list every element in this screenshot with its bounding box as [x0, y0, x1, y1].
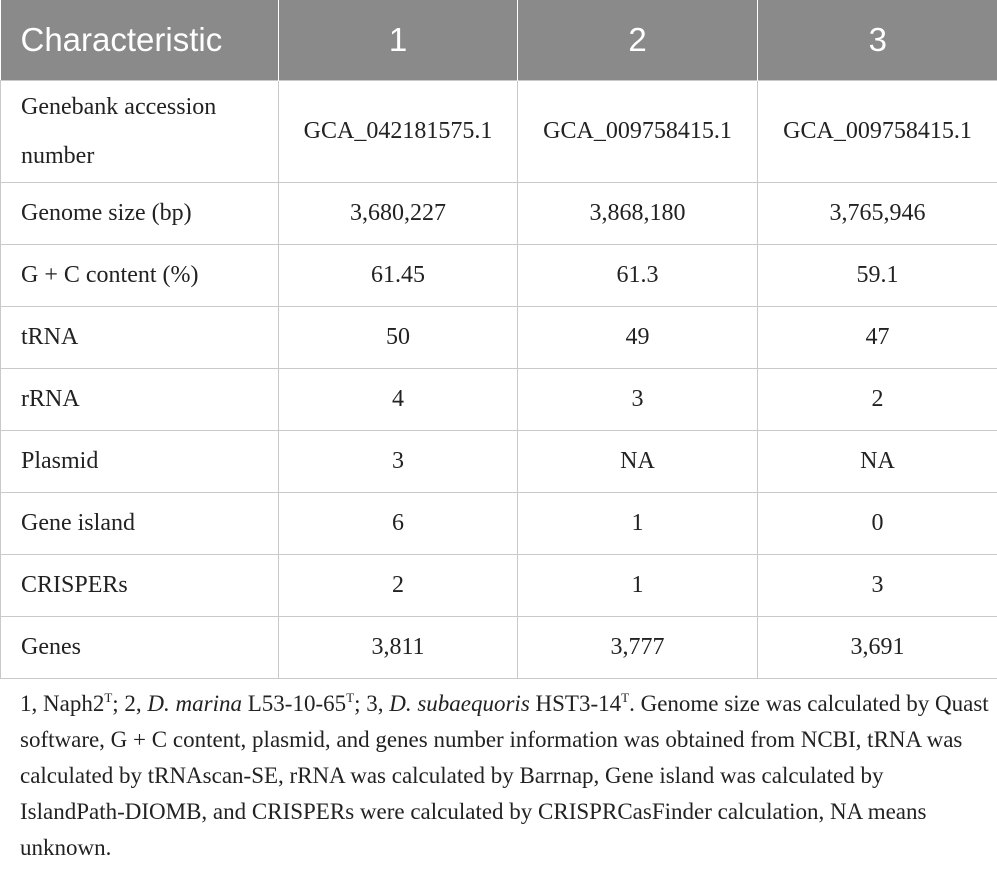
table-cell: 3,691 [757, 616, 997, 679]
table-cell: GCA_042181575.1 [278, 80, 518, 183]
row-label: Gene island [0, 492, 279, 555]
table-cell: 6 [278, 492, 518, 555]
table-cell: GCA_009758415.1 [517, 80, 758, 183]
footnote-superscript: T [104, 690, 113, 705]
table-cell: 2 [278, 554, 518, 617]
table-row: Gene island 6 1 0 [0, 492, 997, 555]
table-row: CRISPERs 2 1 3 [0, 554, 997, 617]
header-strain-2: 2 [517, 0, 758, 81]
table-row: Genome size (bp) 3,680,227 3,868,180 3,7… [0, 182, 997, 245]
table-cell: 61.3 [517, 244, 758, 307]
table-cell: 3,868,180 [517, 182, 758, 245]
footnote-superscript: T [621, 690, 630, 705]
table-row: G + C content (%) 61.45 61.3 59.1 [0, 244, 997, 307]
table-cell: NA [517, 430, 758, 493]
table-cell: 1 [517, 492, 758, 555]
row-label: Genes [0, 616, 279, 679]
table-cell: 3,777 [517, 616, 758, 679]
table-cell: 1 [517, 554, 758, 617]
footnote-superscript: T [346, 690, 355, 705]
table-cell: 49 [517, 306, 758, 369]
footnote-text: L53-10-65 [241, 691, 347, 716]
table-row: Genes 3,811 3,777 3,691 [0, 616, 997, 679]
table-cell: 4 [278, 368, 518, 431]
row-label: CRISPERs [0, 554, 279, 617]
footnote-text: ; 2, [112, 691, 148, 716]
table-cell: 3 [517, 368, 758, 431]
table-cell: 3 [278, 430, 518, 493]
table-row: Genebank accession number GCA_042181575.… [0, 80, 997, 183]
row-label: Genome size (bp) [0, 182, 279, 245]
table-cell: 50 [278, 306, 518, 369]
table-row: rRNA 4 3 2 [0, 368, 997, 431]
footnote-text: ; 3, [354, 691, 390, 716]
table-cell: NA [757, 430, 997, 493]
table-cell: 61.45 [278, 244, 518, 307]
table-cell: 3,811 [278, 616, 518, 679]
table-row: Plasmid 3 NA NA [0, 430, 997, 493]
table-cell: 3,680,227 [278, 182, 518, 245]
table-cell: 3 [757, 554, 997, 617]
row-label: rRNA [0, 368, 279, 431]
table-cell: 2 [757, 368, 997, 431]
row-label: tRNA [0, 306, 279, 369]
table-cell: 0 [757, 492, 997, 555]
table-cell: GCA_009758415.1 [757, 80, 997, 183]
footnote-species-name: D. marina [147, 691, 242, 716]
footnote-text: HST3-14 [529, 691, 622, 716]
table-cell: 47 [757, 306, 997, 369]
table-cell: 59.1 [757, 244, 997, 307]
table-header-row: Characteristic 1 2 3 [0, 0, 997, 81]
footnote-species-name: D. subaequoris [389, 691, 530, 716]
header-strain-1: 1 [278, 0, 518, 81]
genome-characteristics-table: Characteristic 1 2 3 Genebank accession … [0, 0, 997, 679]
footnote-text: . Genome size was calculated by Quast so… [20, 691, 989, 860]
header-strain-3: 3 [757, 0, 997, 81]
header-characteristic: Characteristic [0, 0, 279, 81]
table-row: tRNA 50 49 47 [0, 306, 997, 369]
table-cell: 3,765,946 [757, 182, 997, 245]
footnote-text: 1, Naph2 [20, 691, 105, 716]
row-label: Genebank accession number [0, 80, 279, 183]
table-footnote: 1, Naph2T; 2, D. marina L53-10-65T; 3, D… [20, 686, 990, 866]
row-label: Plasmid [0, 430, 279, 493]
row-label: G + C content (%) [0, 244, 279, 307]
